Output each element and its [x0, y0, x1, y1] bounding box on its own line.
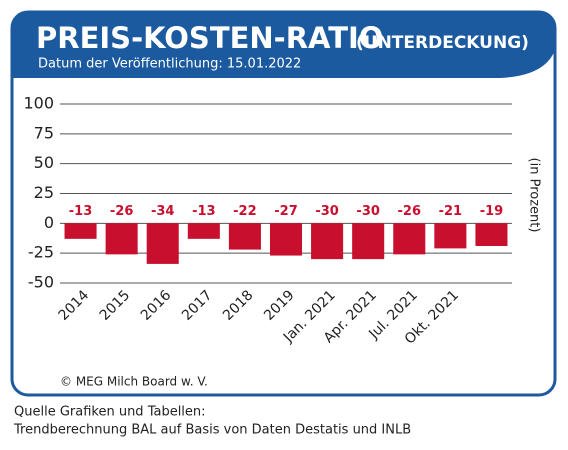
value-label: -34 — [151, 204, 175, 219]
chart-title: PREIS-KOSTEN-RATIO — [36, 21, 383, 55]
value-label: -26 — [398, 204, 422, 219]
value-label: -30 — [315, 204, 339, 219]
y-tick-label: 50 — [34, 153, 54, 172]
date: Datum der Veröffentlichung: 15.01.2022 — [38, 57, 301, 72]
value-label: -26 — [110, 204, 134, 219]
source-line: Quelle Grafiken und Tabellen: — [14, 405, 206, 420]
y-tick-label: -50 — [28, 273, 54, 292]
bar — [146, 223, 179, 264]
value-label: -22 — [233, 204, 257, 219]
bar — [352, 223, 385, 260]
value-label: -19 — [480, 204, 504, 219]
bar — [269, 223, 303, 256]
chart-subtitle: (UNTERDECKUNG) — [356, 33, 529, 53]
value-label: -21 — [439, 204, 463, 219]
value-label: -27 — [274, 204, 298, 219]
y-tick-label: 0 — [44, 213, 54, 232]
bar — [228, 223, 261, 250]
y-tick-label: -25 — [28, 243, 54, 262]
y-tick-label: 25 — [34, 183, 54, 202]
value-label: -13 — [69, 204, 93, 219]
y-tick-label: 75 — [34, 123, 54, 142]
copyright: © MEG Milch Board w. V. — [60, 375, 208, 389]
bar — [475, 223, 508, 247]
bar — [187, 223, 220, 239]
value-label: -13 — [192, 204, 216, 219]
source-line: Trendberechnung BAL auf Basis von Daten … — [13, 423, 411, 438]
bar — [64, 223, 97, 239]
bar — [105, 223, 138, 255]
bar — [393, 223, 426, 255]
bar — [434, 223, 467, 249]
bar — [311, 223, 344, 260]
value-label: -30 — [356, 204, 380, 219]
y-axis-label: (in Prozent) — [527, 158, 542, 233]
y-tick-label: 100 — [23, 94, 54, 113]
header-band — [12, 12, 555, 78]
